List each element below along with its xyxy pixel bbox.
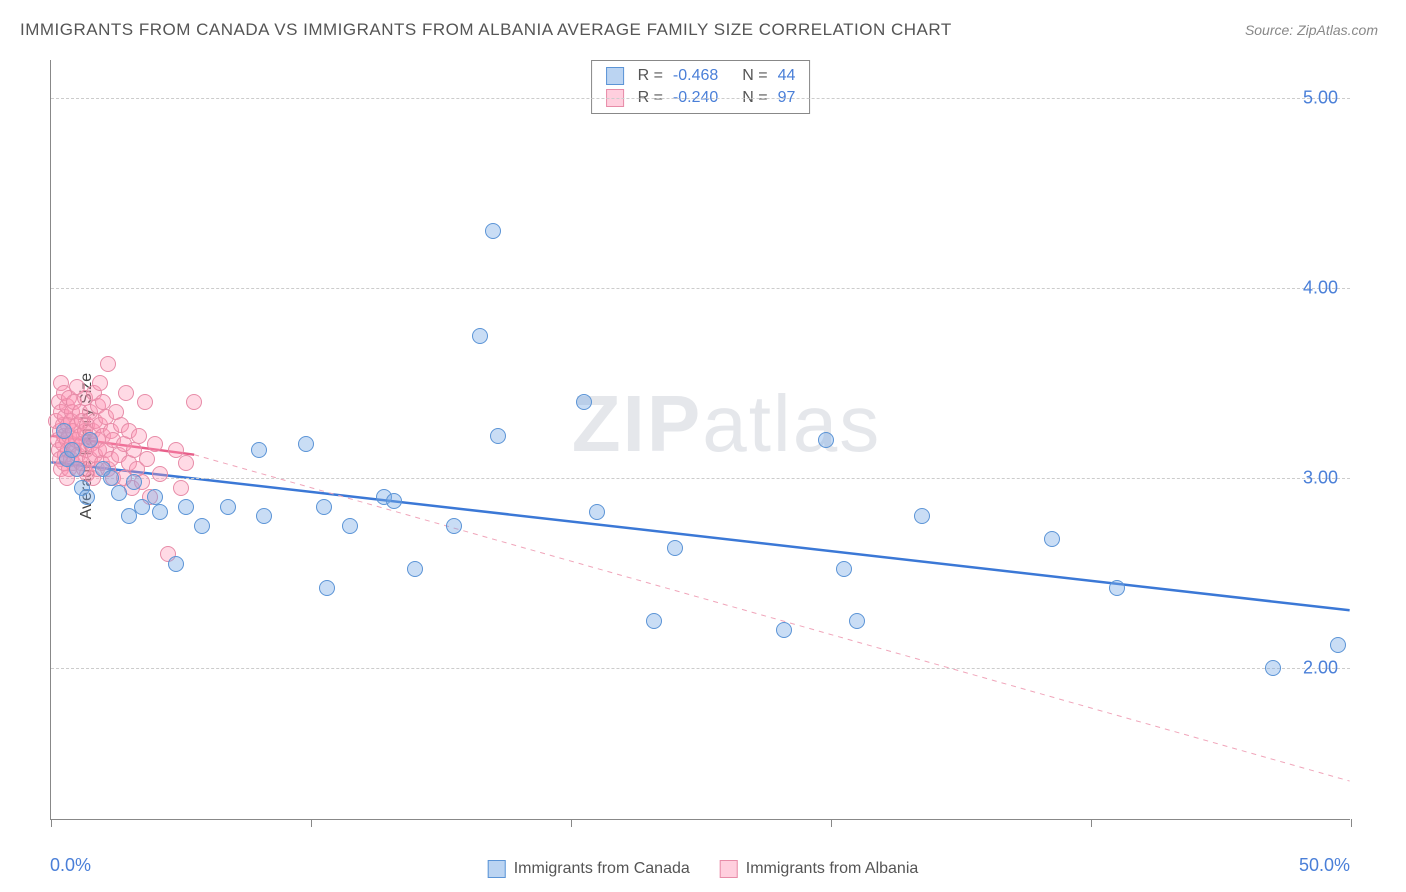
data-point bbox=[298, 436, 314, 452]
data-point bbox=[849, 613, 865, 629]
data-point bbox=[69, 461, 85, 477]
data-point bbox=[103, 470, 119, 486]
data-point bbox=[256, 508, 272, 524]
swatch-blue-icon bbox=[488, 860, 506, 878]
data-point bbox=[446, 518, 462, 534]
data-point bbox=[1109, 580, 1125, 596]
data-point bbox=[92, 375, 108, 391]
data-point bbox=[111, 485, 127, 501]
x-tick bbox=[311, 819, 312, 827]
x-tick-max: 50.0% bbox=[1299, 855, 1350, 876]
bottom-legend: Immigrants from Canada Immigrants from A… bbox=[488, 860, 919, 878]
data-point bbox=[914, 508, 930, 524]
data-point bbox=[386, 493, 402, 509]
data-point bbox=[472, 328, 488, 344]
watermark-atlas: atlas bbox=[702, 379, 881, 468]
data-point bbox=[178, 455, 194, 471]
data-point bbox=[152, 504, 168, 520]
data-point bbox=[1265, 660, 1281, 676]
trend-line bbox=[194, 455, 1349, 781]
chart-title: IMMIGRANTS FROM CANADA VS IMMIGRANTS FRO… bbox=[20, 20, 952, 40]
data-point bbox=[139, 451, 155, 467]
watermark-zip: ZIP bbox=[572, 379, 702, 468]
x-tick bbox=[1351, 819, 1352, 827]
swatch-blue-icon bbox=[606, 67, 624, 85]
data-point bbox=[126, 474, 142, 490]
y-tick-label: 5.00 bbox=[1303, 88, 1338, 109]
legend-item-canada: Immigrants from Canada bbox=[488, 860, 690, 878]
data-point bbox=[131, 428, 147, 444]
trend-line bbox=[51, 462, 1349, 610]
data-point bbox=[186, 394, 202, 410]
data-point bbox=[173, 480, 189, 496]
stats-row-canada: R = -0.468 N = 44 bbox=[606, 65, 796, 87]
data-point bbox=[1044, 531, 1060, 547]
gridline-h bbox=[51, 288, 1350, 289]
data-point bbox=[64, 442, 80, 458]
gridline-h bbox=[51, 478, 1350, 479]
data-point bbox=[220, 499, 236, 515]
data-point bbox=[490, 428, 506, 444]
trend-lines-svg bbox=[51, 60, 1350, 819]
y-tick-label: 3.00 bbox=[1303, 468, 1338, 489]
legend-item-albania: Immigrants from Albania bbox=[720, 860, 919, 878]
data-point bbox=[137, 394, 153, 410]
data-point bbox=[407, 561, 423, 577]
x-tick bbox=[831, 819, 832, 827]
gridline-h bbox=[51, 668, 1350, 669]
data-point bbox=[178, 499, 194, 515]
data-point bbox=[251, 442, 267, 458]
source-site: ZipAtlas.com bbox=[1297, 22, 1378, 38]
data-point bbox=[342, 518, 358, 534]
n-value-canada: 44 bbox=[778, 67, 796, 85]
data-point bbox=[100, 356, 116, 372]
n-label: N = bbox=[742, 67, 767, 85]
source-label: Source: bbox=[1245, 22, 1293, 38]
data-point bbox=[776, 622, 792, 638]
data-point bbox=[667, 540, 683, 556]
legend-label-canada: Immigrants from Canada bbox=[514, 860, 690, 878]
data-point bbox=[147, 436, 163, 452]
gridline-h bbox=[51, 98, 1350, 99]
data-point bbox=[818, 432, 834, 448]
correlation-stats-box: R = -0.468 N = 44 R = -0.240 N = 97 bbox=[591, 60, 811, 114]
data-point bbox=[118, 385, 134, 401]
data-point bbox=[836, 561, 852, 577]
data-point bbox=[152, 466, 168, 482]
y-tick-label: 4.00 bbox=[1303, 278, 1338, 299]
x-tick bbox=[571, 819, 572, 827]
data-point bbox=[168, 556, 184, 572]
data-point bbox=[316, 499, 332, 515]
legend-label-albania: Immigrants from Albania bbox=[746, 860, 919, 878]
data-point bbox=[576, 394, 592, 410]
data-point bbox=[82, 432, 98, 448]
y-tick-label: 2.00 bbox=[1303, 658, 1338, 679]
r-value-canada: -0.468 bbox=[673, 67, 718, 85]
data-point bbox=[485, 223, 501, 239]
source-attribution: Source: ZipAtlas.com bbox=[1245, 22, 1378, 38]
data-point bbox=[56, 423, 72, 439]
data-point bbox=[589, 504, 605, 520]
data-point bbox=[646, 613, 662, 629]
data-point bbox=[194, 518, 210, 534]
x-tick-min: 0.0% bbox=[50, 855, 91, 876]
data-point bbox=[319, 580, 335, 596]
data-point bbox=[147, 489, 163, 505]
data-point bbox=[1330, 637, 1346, 653]
x-tick bbox=[51, 819, 52, 827]
plot-area: ZIPatlas R = -0.468 N = 44 R = -0.240 N … bbox=[50, 60, 1350, 820]
data-point bbox=[79, 489, 95, 505]
watermark: ZIPatlas bbox=[572, 378, 881, 470]
swatch-pink-icon bbox=[720, 860, 738, 878]
r-label: R = bbox=[638, 67, 663, 85]
x-tick bbox=[1091, 819, 1092, 827]
